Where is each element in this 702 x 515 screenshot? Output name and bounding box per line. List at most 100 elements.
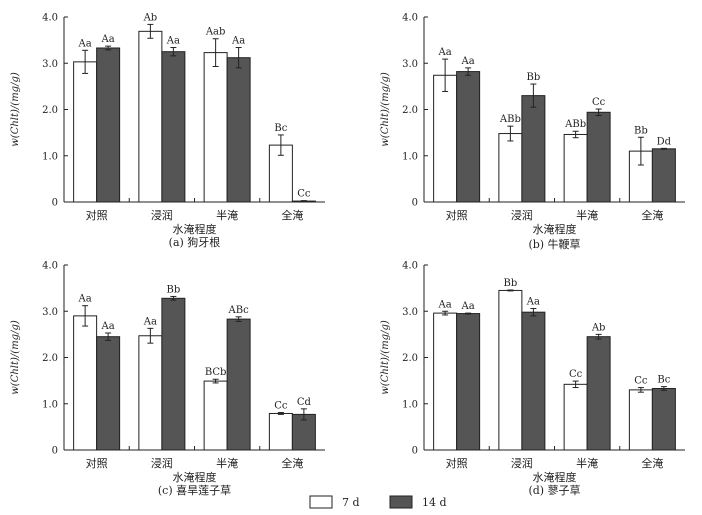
bar-14d	[456, 71, 481, 203]
data-label: ABb	[564, 119, 586, 130]
bar-7d	[203, 52, 228, 203]
bar-7d	[563, 133, 588, 203]
x-tick-label: 浸润	[151, 456, 173, 470]
x-axis-title: 水淹程度	[533, 222, 577, 236]
x-axis-title: 水淹程度	[173, 470, 217, 484]
y-tick-label: 1.0	[42, 151, 58, 162]
data-label: Bc	[657, 375, 670, 386]
bar-7d	[563, 383, 588, 451]
legend-label-14d: 14 d	[422, 496, 447, 509]
x-tick-label: 全淹	[641, 456, 663, 470]
data-label: Ab	[143, 12, 158, 23]
bar-14d	[651, 148, 676, 203]
data-label: BCb	[205, 367, 227, 378]
data-label: Cc	[634, 376, 648, 387]
data-label: Aa	[101, 34, 115, 45]
data-label: Aa	[78, 38, 92, 49]
data-label: Cd	[297, 397, 312, 408]
x-tick-label: 对照	[446, 456, 468, 470]
y-tick-label: 0	[52, 198, 58, 209]
y-tick-label: 3.0	[402, 59, 418, 70]
bar-14d	[161, 297, 186, 451]
x-tick-label: 对照	[446, 208, 468, 222]
bar-14d	[586, 336, 611, 451]
bar-7d	[138, 30, 163, 203]
legend-label-7d: 7 d	[342, 496, 360, 509]
y-tick-label: 0	[412, 198, 418, 209]
data-label: Ab	[591, 322, 606, 333]
bar-14d	[96, 47, 121, 203]
bar-7d	[433, 74, 458, 203]
x-axis-title: 水淹程度	[533, 470, 577, 484]
data-label: Aa	[143, 316, 157, 327]
data-label: Cc	[297, 189, 311, 200]
legend-swatch-7d	[309, 495, 333, 509]
y-tick-label: 3.0	[42, 59, 58, 70]
y-tick-label: 2.0	[42, 105, 58, 116]
data-label: Aa	[438, 47, 452, 58]
data-label: Aa	[526, 296, 540, 307]
y-tick-label: 4.0	[402, 261, 418, 272]
data-label: Bb	[167, 284, 181, 295]
y-tick-label: 1.0	[42, 399, 58, 410]
bar-14d	[456, 313, 481, 451]
chart-panels: 0 1.0 2.0 3.0 4.0 对照 Aa Aa 浸润 Ab Aa 半淹 Aab Aa 全淹 Bc Cc 水淹…	[10, 12, 685, 497]
x-tick-label: 半淹	[576, 208, 598, 222]
y-tick-label: 1.0	[402, 151, 418, 162]
bar-7d	[203, 380, 228, 451]
data-label: Aa	[461, 56, 475, 67]
x-tick-label: 全淹	[281, 208, 303, 222]
data-label: Aa	[231, 36, 245, 47]
data-label: Aa	[438, 299, 452, 310]
data-label: Bb	[504, 278, 518, 289]
bar-7d	[138, 335, 163, 451]
panel-caption: (d) 蓼子草	[528, 484, 580, 497]
x-tick-label: 浸润	[151, 208, 173, 222]
bar-14d	[586, 111, 611, 203]
data-label: Cc	[592, 97, 606, 108]
data-label: ABc	[228, 305, 250, 316]
bar-7d	[498, 133, 523, 203]
y-tick-label: 3.0	[402, 307, 418, 318]
y-tick-label: 4.0	[42, 261, 58, 272]
data-label: Dd	[657, 136, 672, 147]
bar-14d	[96, 336, 121, 451]
bar-14d	[651, 387, 676, 451]
x-tick-label: 浸润	[511, 208, 533, 222]
panel-caption: (b) 牛鞭草	[528, 237, 580, 251]
y-tick-label: 2.0	[402, 105, 418, 116]
y-tick-label: 4.0	[402, 13, 418, 24]
x-tick-label: 对照	[86, 208, 108, 222]
data-label: Aa	[101, 321, 115, 332]
legend: 7 d 14 d	[309, 495, 447, 509]
data-label: ABb	[499, 114, 521, 125]
y-tick-label: 3.0	[42, 307, 58, 318]
bar-14d	[226, 57, 251, 203]
y-tick-label: 4.0	[42, 13, 58, 24]
chart-panel-1: 0 1.0 2.0 3.0 4.0 对照 Aa Aa 浸润 Ab Aa 半淹 Aab Aa 全淹 Bc Cc 水淹…	[10, 12, 325, 249]
data-label: Bb	[634, 125, 648, 136]
y-tick-label: 0	[52, 446, 58, 457]
legend-swatch-14d	[389, 495, 413, 509]
bar-7d	[433, 312, 458, 451]
x-tick-label: 对照	[86, 456, 108, 470]
y-axis-title: w(Chlt)/(mg/g)	[380, 320, 391, 395]
data-label: Bb	[527, 72, 541, 83]
data-label: Cc	[569, 369, 583, 380]
data-label: Aa	[166, 36, 180, 47]
panel-caption: (a) 狗牙根	[169, 235, 221, 249]
x-axis-title: 水淹程度	[173, 222, 217, 236]
bar-14d	[226, 318, 251, 451]
chart-panel-2: 0 1.0 2.0 3.0 4.0 对照 Aa Aa 浸润 ABb Bb 半淹 ABb Cc 全淹 Bb Dd 水…	[380, 13, 685, 251]
x-tick-label: 浸润	[511, 456, 533, 470]
y-tick-label: 1.0	[402, 399, 418, 410]
x-tick-label: 半淹	[576, 456, 598, 470]
bar-7d	[498, 289, 523, 451]
data-label: Bc	[274, 123, 287, 134]
bar-7d	[628, 389, 653, 451]
bar-14d	[161, 51, 186, 203]
x-tick-label: 半淹	[216, 208, 238, 222]
data-label: Aab	[205, 27, 226, 38]
bar-7d	[73, 315, 98, 451]
